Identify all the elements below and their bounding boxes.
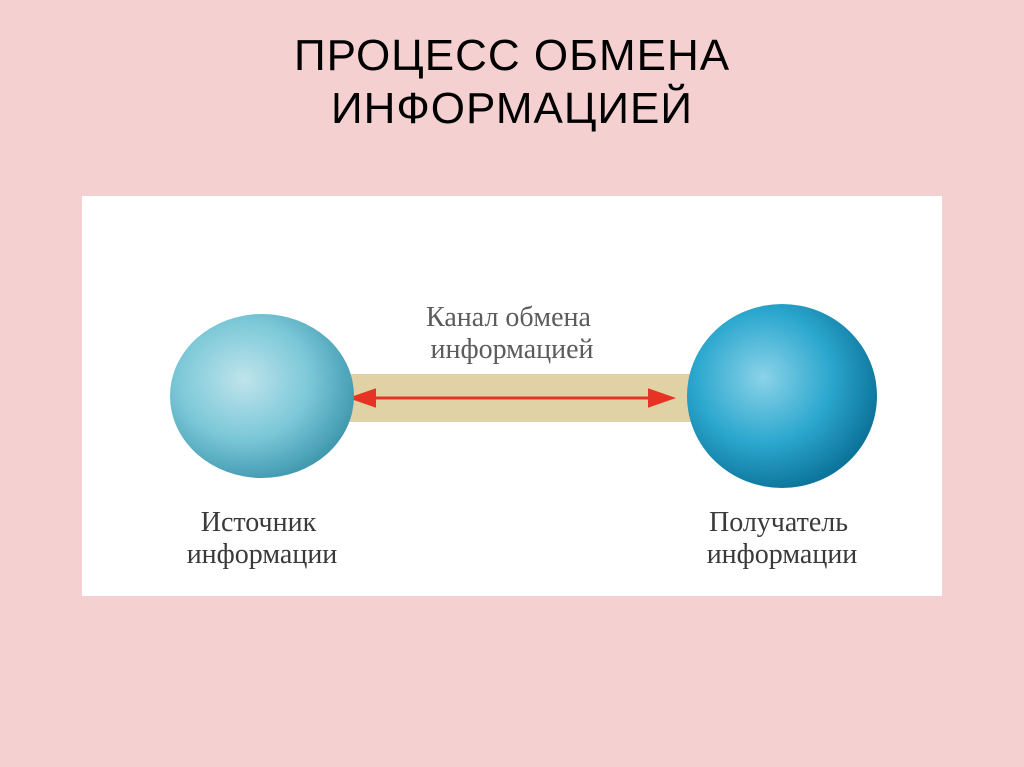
source-label-line2: информации [187,539,338,570]
receiver-label-line1: Получатель [709,507,848,538]
source-label: Источник информации [187,507,338,570]
receiver-node [687,304,877,488]
diagram-container: Канал обмена информацией Источник информ… [82,196,942,596]
channel-label-line2: информацией [430,334,593,365]
receiver-label: Получатель информации [707,507,858,570]
diagram-svg: Канал обмена информацией Источник информ… [82,196,942,596]
channel-label-line1: Канал обмена [426,302,591,333]
title-line1: ПРОЦЕСС ОБМЕНА [294,31,730,80]
page-title: ПРОЦЕСС ОБМЕНА ИНФОРМАЦИЕЙ [294,30,730,136]
title-line2: ИНФОРМАЦИЕЙ [331,84,693,133]
receiver-label-line2: информации [707,539,858,570]
page-root: ПРОЦЕСС ОБМЕНА ИНФОРМАЦИЕЙ [0,0,1024,767]
channel-label: Канал обмена информацией [426,302,598,365]
source-node [170,314,354,478]
source-label-line1: Источник [201,507,317,538]
